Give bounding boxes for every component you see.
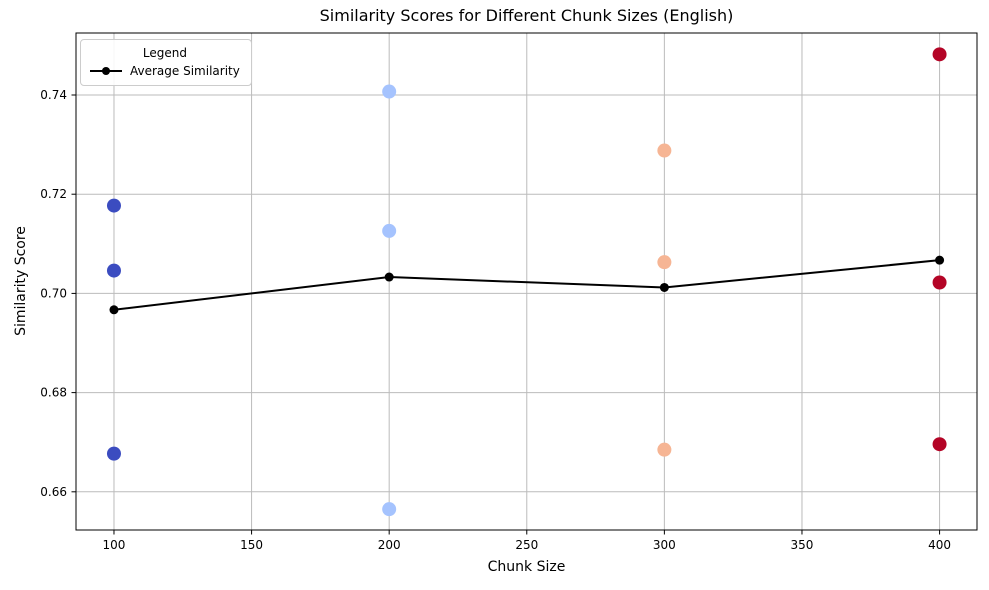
average-point [109,305,119,315]
scatter-point [106,446,121,461]
legend-entry-label: Average Similarity [130,64,240,79]
x-axis-label: Chunk Size [487,559,566,575]
average-point [384,272,394,282]
scatter-point [657,255,672,270]
scatter-point [382,223,397,238]
legend: Legend Average Similarity [80,39,252,87]
average-line-sample-icon [90,67,122,76]
y-tick-label: 0.68 [40,386,67,400]
scatter-point [932,437,947,452]
x-tick-label: 300 [653,538,676,552]
scatter-point [932,275,947,290]
scatter-point [382,502,397,517]
scatter-point [657,442,672,457]
scatter-point [932,47,947,62]
y-axis-label: Similarity Score [13,226,29,336]
legend-sample-shape [102,67,110,76]
x-tick-label: 200 [378,538,401,552]
x-tick-label: 350 [791,538,814,552]
average-point [935,255,945,265]
y-tick-label: 0.66 [40,485,67,499]
scatter-point [106,198,121,213]
chart-title: Similarity Scores for Different Chunk Si… [319,6,734,25]
average-point [659,282,669,292]
scatter-point [657,143,672,158]
x-tick-label: 400 [928,538,951,552]
legend-title: Legend [142,46,187,60]
y-tick-label: 0.72 [40,187,67,201]
y-tick-label: 0.74 [40,88,67,102]
x-tick-label: 150 [240,538,263,552]
x-tick-label: 100 [103,538,126,552]
x-tick-label: 250 [515,538,538,552]
scatter-point [106,263,121,278]
average-similarity-line [113,259,940,311]
scatter-point [382,84,397,99]
legend-entry-average-similarity: Average Similarity [90,63,240,79]
y-tick-label: 0.70 [40,286,67,300]
